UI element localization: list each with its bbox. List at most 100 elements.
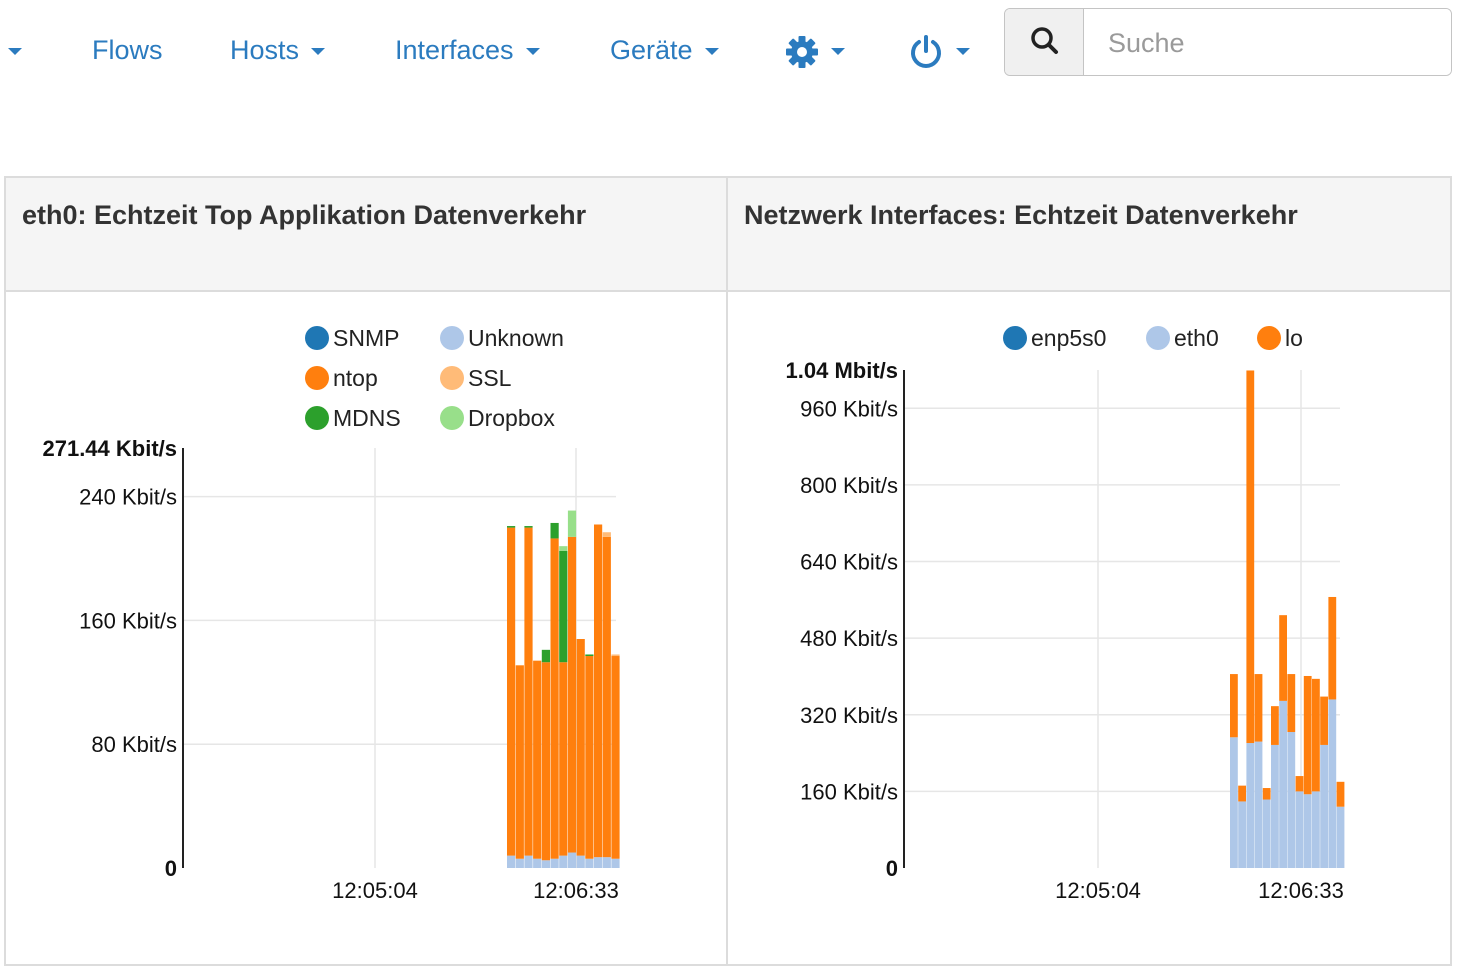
nav-flows[interactable]: Flows — [92, 30, 163, 70]
bar-segment-unknown — [524, 855, 533, 868]
nav-devices[interactable]: Geräte — [610, 30, 719, 70]
bar-segment-unknown — [515, 858, 524, 868]
top-navbar: Flows Hosts Interfaces Geräte — [0, 0, 1460, 100]
bar-segment-unknown — [576, 855, 585, 868]
legend-swatch — [440, 406, 464, 430]
bar-segment-unknown — [550, 858, 559, 868]
bar-segment-eth0 — [1303, 794, 1312, 868]
bar-segment-ntop — [524, 527, 533, 856]
panel-header: Netzwerk Interfaces: Echtzeit Datenverke… — [728, 178, 1450, 292]
y-tick-label: 160 Kbit/s — [79, 608, 177, 633]
bar-segment-ntop — [611, 656, 620, 859]
bar-segment-eth0 — [1312, 791, 1320, 868]
bar-segment-eth0 — [1336, 806, 1345, 868]
panel-network-interfaces: Netzwerk Interfaces: Echtzeit Datenverke… — [726, 176, 1452, 966]
bar-segment-lo — [1238, 785, 1246, 802]
bar-segment-unknown — [559, 855, 568, 868]
gear-icon — [786, 35, 818, 68]
bar-segment-lo — [1262, 788, 1271, 800]
bar-segment-mdns — [507, 526, 516, 528]
bar-segment-eth0 — [1279, 700, 1287, 868]
search-box — [1004, 8, 1452, 76]
legend-label: Dropbox — [468, 405, 555, 431]
legend-swatch — [1003, 326, 1027, 350]
y-tick-label: 640 Kbit/s — [800, 550, 898, 575]
bar-segment-eth0 — [1320, 744, 1328, 868]
nav-hosts-label: Hosts — [230, 35, 300, 65]
x-tick-label: 12:05:04 — [1055, 878, 1141, 903]
bar-segment-ntop — [533, 660, 542, 859]
search-button[interactable] — [1005, 9, 1084, 75]
caret-down-icon — [704, 48, 719, 56]
legend-label: enp5s0 — [1031, 325, 1106, 351]
legend-swatch — [440, 326, 464, 350]
panel-title: eth0: Echtzeit Top Applikation Datenverk… — [22, 200, 587, 230]
bar-segment-lo — [1287, 674, 1296, 733]
bar-segment-eth0 — [1230, 737, 1238, 868]
bar-segment-unknown — [533, 858, 542, 868]
bar-segment-unknown — [507, 855, 516, 868]
bar-segment-unknown — [602, 857, 611, 868]
bar-segment-lo — [1254, 674, 1263, 742]
legend-label: SSL — [468, 365, 512, 391]
caret-down-icon — [831, 48, 845, 56]
panel-title: Netzwerk Interfaces: Echtzeit Datenverke… — [744, 200, 1298, 230]
bar-segment-unknown — [594, 857, 603, 868]
y-tick-label: 480 Kbit/s — [800, 626, 898, 651]
nav-interfaces[interactable]: Interfaces — [395, 30, 540, 70]
bar-segment-ntop — [567, 536, 577, 853]
nav-interfaces-label: Interfaces — [395, 35, 514, 65]
bar-segment-eth0 — [1238, 801, 1246, 868]
caret-down-icon — [956, 48, 970, 56]
legend-swatch — [305, 406, 329, 430]
nav-hosts[interactable]: Hosts — [230, 30, 326, 70]
bar-segment-ntop — [541, 662, 550, 861]
bar-segment-unknown — [585, 858, 594, 868]
caret-down-icon — [525, 48, 540, 56]
y-tick-label: 240 Kbit/s — [79, 485, 177, 510]
y-tick-label: 80 Kbit/s — [91, 732, 177, 757]
bar-segment-eth0 — [1246, 743, 1255, 868]
y-tick-label: 320 Kbit/s — [800, 703, 898, 728]
caret-down-icon — [8, 48, 22, 56]
bar-segment-eth0 — [1271, 744, 1279, 868]
bar-segment-eth0 — [1328, 699, 1337, 868]
y-tick-label: 160 Kbit/s — [800, 779, 898, 804]
y-tick-label: 0 — [165, 856, 177, 881]
panel-top-applications: eth0: Echtzeit Top Applikation Datenverk… — [4, 176, 728, 966]
bar-segment-eth0 — [1295, 791, 1304, 868]
search-input[interactable] — [1084, 9, 1451, 75]
bar-segment-lo — [1246, 370, 1255, 744]
legend-swatch — [305, 366, 329, 390]
bar-segment-lo — [1320, 696, 1328, 745]
bar-segment-ssl — [602, 532, 611, 537]
bar-segment-mdns — [524, 526, 533, 528]
x-tick-label: 12:06:33 — [533, 878, 619, 903]
x-tick-label: 12:06:33 — [1258, 878, 1344, 903]
x-tick-label: 12:05:04 — [332, 878, 418, 903]
bar-segment-ntop — [594, 524, 603, 858]
nav-devices-label: Geräte — [610, 35, 693, 65]
bar-segment-unknown — [611, 858, 620, 868]
legend-swatch — [1146, 326, 1170, 350]
y-tick-label: 960 Kbit/s — [800, 396, 898, 421]
nav-dropdown-cut-off[interactable] — [0, 30, 22, 70]
legend-label: ntop — [333, 365, 378, 391]
bar-segment-lo — [1295, 776, 1304, 792]
interface-traffic-chart: enp5s0 eth0 lo 0 160 Kbit/s 320 Kbit/s 480 Kbi… — [786, 325, 1345, 903]
nav-flows-label: Flows — [92, 35, 163, 65]
app-traffic-chart: SNMP Unknown ntop SSL MDNS Dropbox 0 80 Kbit/s 1… — [42, 325, 620, 903]
bar-segment-mdns — [585, 654, 594, 657]
bar-segment-lo — [1312, 678, 1320, 792]
nav-power[interactable] — [908, 30, 970, 70]
bar-segment-lo — [1230, 674, 1238, 738]
legend-label: MDNS — [333, 405, 401, 431]
nav-settings[interactable] — [785, 30, 845, 70]
bar-segment-mdns — [541, 649, 550, 663]
legend-label: lo — [1285, 325, 1303, 351]
bar-segment-lo — [1279, 615, 1287, 701]
bar-segment-mdns — [550, 522, 559, 539]
legend-label: SNMP — [333, 325, 399, 351]
bar-segment-ntop — [550, 538, 559, 859]
bar-segment-eth0 — [1262, 799, 1271, 868]
